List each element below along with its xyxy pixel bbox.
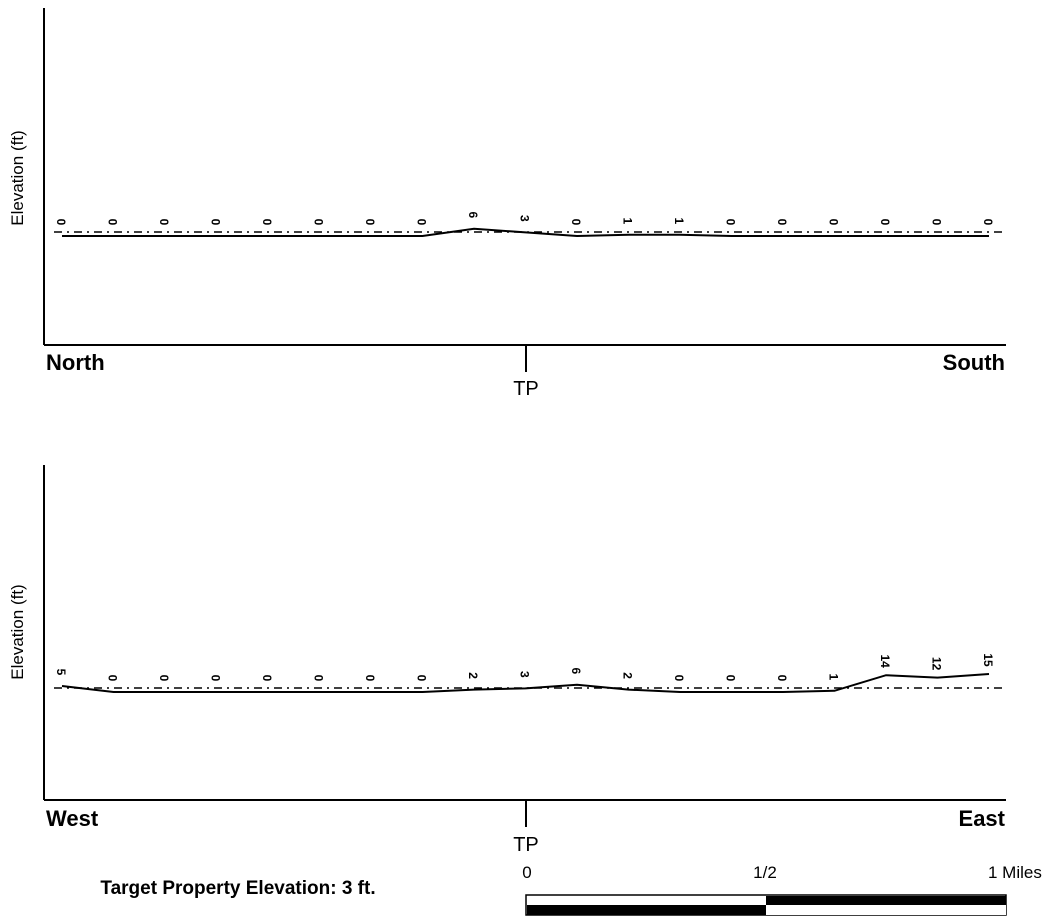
elevation-value-label: 6 — [466, 211, 480, 218]
profile-panel-1: Elevation (ft) North South TP 0 0 0 0 0 0 0 0 6 3 0 1 1 0… — [8, 8, 1006, 400]
scale-bar-segment-black-bottom — [527, 905, 766, 915]
elevation-value-label: 2 — [620, 672, 634, 679]
scale-label-start: 0 — [522, 863, 531, 882]
tp-label: TP — [513, 834, 539, 856]
elevation-value-label: 0 — [105, 219, 119, 226]
elevation-value-label: 0 — [878, 219, 892, 226]
direction-label-start: West — [46, 806, 99, 831]
elevation-value-label: 1 — [672, 217, 686, 224]
elevation-value-label: 0 — [363, 675, 377, 682]
elevation-value-label: 1 — [620, 217, 634, 224]
elevation-value-label: 1 — [826, 673, 840, 680]
elevation-value-label: 0 — [260, 219, 274, 226]
elevation-value-label: 0 — [311, 675, 325, 682]
tp-label: TP — [513, 378, 539, 400]
elevation-value-label: 5 — [54, 669, 68, 676]
elevation-value-label: 15 — [981, 653, 995, 667]
elevation-value-label: 0 — [157, 675, 171, 682]
elevation-value-label: 0 — [105, 675, 119, 682]
elevation-value-label: 0 — [414, 675, 428, 682]
scale-bar-segment-white-top — [527, 896, 766, 905]
scale-label-end: 1 Miles — [988, 863, 1042, 882]
elevation-value-label: 3 — [517, 671, 531, 678]
scale-bar-segment-white-bottom — [766, 905, 1006, 915]
direction-label-start: North — [46, 350, 105, 375]
elevation-value-label: 0 — [208, 219, 222, 226]
elevation-value-label: 3 — [517, 215, 531, 222]
elevation-value-label: 12 — [929, 657, 943, 671]
elevation-value-label: 0 — [981, 219, 995, 226]
elevation-value-label: 0 — [311, 219, 325, 226]
direction-label-end: East — [959, 806, 1006, 831]
elevation-value-label: 0 — [775, 675, 789, 682]
elevation-value-label: 2 — [466, 672, 480, 679]
elevation-value-label: 0 — [208, 675, 222, 682]
elevation-value-label: 0 — [569, 219, 583, 226]
elevation-value-label: 0 — [363, 219, 377, 226]
profile-panel-2: Elevation (ft) West East TP 5 0 0 0 0 0 0 0 2 3 6 2 0 0 0 1… — [8, 465, 1006, 856]
scale-bar: 0 1/2 1 Miles — [522, 863, 1042, 916]
elevation-value-label: 0 — [775, 219, 789, 226]
elevation-value-label: 6 — [569, 667, 583, 674]
elevation-value-label: 0 — [54, 219, 68, 226]
elevation-profile-line — [62, 227, 989, 238]
elevation-value-label: 0 — [672, 675, 686, 682]
direction-label-end: South — [943, 350, 1005, 375]
scale-bar-segment-black-top — [766, 896, 1006, 905]
scale-label-mid: 1/2 — [753, 863, 777, 882]
elevation-value-label: 0 — [723, 219, 737, 226]
y-axis-label: Elevation (ft) — [8, 584, 27, 679]
elevation-value-label: 0 — [157, 219, 171, 226]
elevation-value-label: 14 — [878, 655, 892, 669]
profile-panels: Elevation (ft) North South TP 0 0 0 0 0 0 0 0 6 3 0 1 1 0… — [8, 8, 1006, 856]
elevation-value-label: 0 — [723, 675, 737, 682]
elevation-value-label: 0 — [929, 219, 943, 226]
target-elevation-label: Target Property Elevation: 3 ft. — [100, 878, 375, 899]
y-axis-label: Elevation (ft) — [8, 130, 27, 225]
elevation-value-label: 0 — [826, 219, 840, 226]
elevation-profile-line — [61, 673, 990, 693]
elevation-value-label: 0 — [260, 675, 274, 682]
elevation-value-label: 0 — [414, 219, 428, 226]
